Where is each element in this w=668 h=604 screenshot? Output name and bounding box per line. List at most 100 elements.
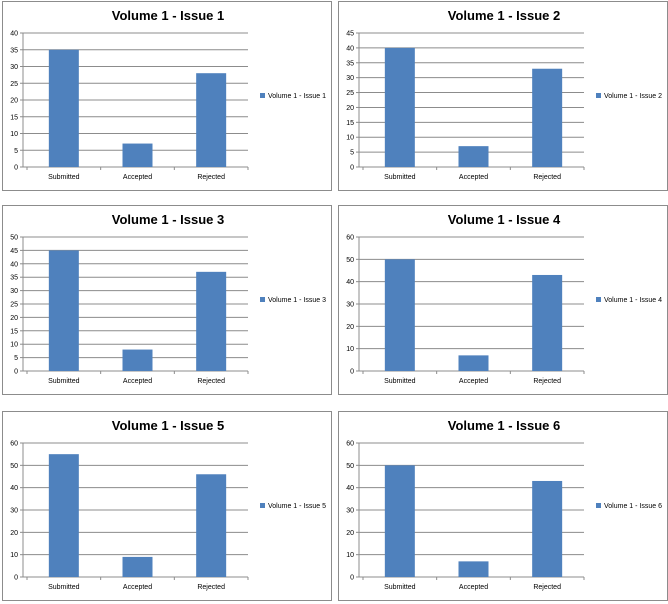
y-tick-label: 30	[10, 508, 18, 515]
y-tick-label: 60	[346, 441, 354, 448]
y-tick-label: 30	[346, 508, 354, 515]
chart-title: Volume 1 - Issue 6	[448, 418, 560, 433]
x-tick-label: Accepted	[123, 378, 152, 385]
chart-title: Volume 1 - Issue 4	[448, 212, 561, 227]
x-tick-label: Accepted	[123, 174, 152, 181]
y-tick-label: 40	[346, 279, 354, 286]
y-tick-label: 20	[346, 530, 354, 537]
bar-submitted	[48, 250, 79, 371]
y-tick-label: 35	[346, 60, 354, 67]
x-tick-label: Accepted	[123, 584, 152, 591]
bar-submitted	[384, 259, 415, 371]
y-tick-label: 15	[346, 120, 354, 127]
chart-panel-issue-3: Volume 1 - Issue 3 0 5 10 15 20 25 30 35 40 45 50 Su…	[2, 205, 332, 395]
bar-rejected	[532, 68, 563, 167]
legend-label: Volume 1 - Issue 2	[604, 93, 662, 100]
bar-accepted	[122, 143, 153, 167]
bar-rejected	[196, 73, 227, 167]
bar-rejected	[532, 274, 563, 371]
y-tick-label: 20	[10, 315, 18, 322]
chart-title: Volume 1 - Issue 2	[448, 8, 560, 23]
y-tick-label: 50	[10, 235, 18, 242]
chart-title: Volume 1 - Issue 3	[112, 212, 224, 227]
y-tick-label: 25	[10, 81, 18, 88]
chart-panel-issue-1: Volume 1 - Issue 1 0 5 10 15 20 25 30 35 40 Submit…	[2, 1, 332, 191]
chart-svg: Volume 1 - Issue 4 0 10 20 30 40 50 60 Submitted…	[346, 212, 662, 385]
chart-svg: Volume 1 - Issue 1 0 5 10 15 20 25 30 35 40 Submit…	[10, 8, 326, 181]
chart-svg: Volume 1 - Issue 5 0 10 20 30 40 50 60 Submitted…	[10, 418, 326, 591]
y-tick-label: 10	[10, 131, 18, 138]
y-tick-label: 10	[346, 135, 354, 142]
y-tick-label: 5	[14, 355, 18, 362]
x-tick-label: Rejected	[197, 174, 225, 181]
bar-submitted	[48, 454, 79, 577]
y-tick-label: 15	[10, 114, 18, 121]
x-tick-label: Submitted	[384, 584, 416, 591]
legend-label: Volume 1 - Issue 6	[604, 503, 662, 510]
y-tick-label: 30	[10, 288, 18, 295]
y-tick-label: 50	[10, 463, 18, 470]
y-tick-label: 50	[346, 463, 354, 470]
legend-label: Volume 1 - Issue 1	[268, 93, 326, 100]
x-tick-label: Submitted	[384, 174, 416, 181]
y-tick-label: 30	[346, 302, 354, 309]
y-tick-label: 40	[346, 45, 354, 52]
bar-rejected	[532, 480, 563, 577]
bar-accepted	[458, 146, 489, 167]
y-tick-label: 40	[346, 485, 354, 492]
chart-svg: Volume 1 - Issue 6 0 10 20 30 40 50 60 Submitted…	[346, 418, 662, 591]
legend-swatch	[260, 93, 265, 98]
x-tick-label: Submitted	[48, 378, 80, 385]
legend-label: Volume 1 - Issue 3	[268, 297, 326, 304]
y-tick-label: 10	[346, 552, 354, 559]
y-tick-label: 30	[10, 64, 18, 71]
x-tick-label: Rejected	[533, 174, 561, 181]
legend-swatch	[596, 93, 601, 98]
y-tick-label: 25	[346, 90, 354, 97]
y-tick-label: 40	[10, 485, 18, 492]
chart-title: Volume 1 - Issue 5	[112, 418, 224, 433]
y-tick-label: 25	[10, 302, 18, 309]
chart-svg: Volume 1 - Issue 3 0 5 10 15 20 25 30 35 40 45 50 Su…	[10, 212, 326, 385]
y-tick-label: 35	[10, 47, 18, 54]
chart-panel-issue-4: Volume 1 - Issue 4 0 10 20 30 40 50 60 Submitted…	[338, 205, 668, 395]
y-tick-label: 40	[10, 261, 18, 268]
bar-rejected	[196, 271, 227, 371]
y-tick-label: 0	[14, 165, 18, 172]
x-tick-label: Rejected	[197, 584, 225, 591]
y-tick-label: 15	[10, 328, 18, 335]
chart-svg: Volume 1 - Issue 2 0 5 10 15 20 25 30 35 40 45 Subm…	[346, 8, 662, 181]
chart-title: Volume 1 - Issue 1	[112, 8, 224, 23]
y-tick-label: 50	[346, 257, 354, 264]
y-tick-label: 0	[350, 369, 354, 376]
x-tick-label: Rejected	[197, 378, 225, 385]
y-tick-label: 60	[346, 235, 354, 242]
x-tick-label: Accepted	[459, 378, 488, 385]
y-tick-label: 0	[350, 575, 354, 582]
y-tick-label: 60	[10, 441, 18, 448]
bar-accepted	[122, 556, 153, 577]
bar-submitted	[384, 47, 415, 168]
x-tick-label: Accepted	[459, 174, 488, 181]
y-tick-label: 35	[10, 275, 18, 282]
x-tick-label: Rejected	[533, 378, 561, 385]
legend-swatch	[596, 297, 601, 302]
y-tick-label: 5	[350, 150, 354, 157]
legend-swatch	[260, 503, 265, 508]
bar-submitted	[384, 465, 415, 577]
y-tick-label: 30	[346, 75, 354, 82]
bar-submitted	[48, 49, 79, 167]
legend-label: Volume 1 - Issue 4	[604, 297, 662, 304]
y-tick-label: 0	[14, 369, 18, 376]
y-tick-label: 40	[10, 31, 18, 38]
legend-swatch	[596, 503, 601, 508]
bar-accepted	[458, 355, 489, 371]
y-tick-label: 20	[10, 530, 18, 537]
chart-panel-issue-5: Volume 1 - Issue 5 0 10 20 30 40 50 60 Submitted…	[2, 411, 332, 601]
bar-accepted	[458, 561, 489, 577]
y-tick-label: 45	[10, 248, 18, 255]
x-tick-label: Submitted	[48, 584, 80, 591]
y-tick-label: 20	[346, 105, 354, 112]
bar-rejected	[196, 474, 227, 577]
y-tick-label: 0	[14, 575, 18, 582]
